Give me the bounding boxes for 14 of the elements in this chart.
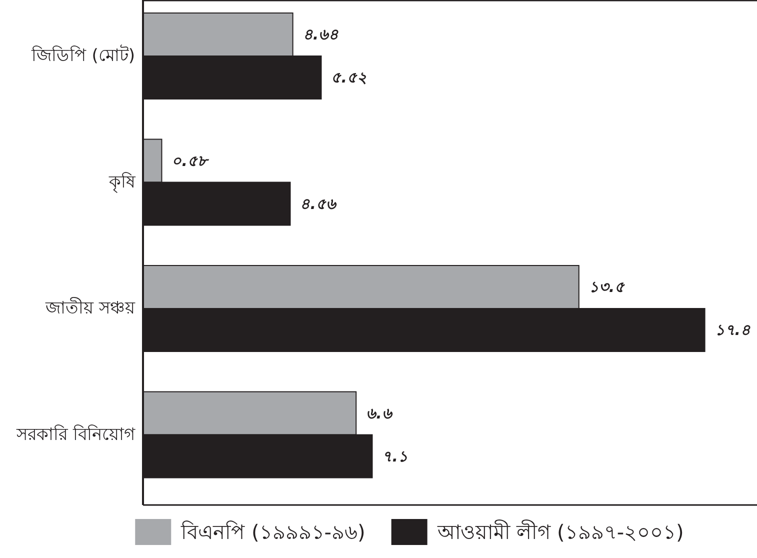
data-label: ৭.১: [382, 447, 408, 466]
data-label: ১৩.৫: [588, 278, 626, 296]
data-label: ০.৫৮: [172, 152, 210, 170]
data-label: ৪.৬৪: [302, 26, 339, 44]
y-tick-label: কৃষি: [108, 171, 136, 192]
data-label: ৬.৬: [366, 404, 393, 422]
data-label: ৫.৫২: [331, 68, 367, 86]
data-label: ৪.৫৬: [300, 194, 337, 213]
y-tick-label: সরকারি বিনিয়োগ: [16, 424, 136, 445]
data-label: ১৭.৪: [714, 321, 751, 339]
legend-label: আওয়ামী লীগ (১৯৯৭-২০০১): [436, 520, 684, 544]
y-tick-label: জাতীয় সঞ্চয়: [44, 298, 136, 318]
legend-label: বিএনপি (১৯৯৯১-৯৬): [180, 520, 366, 544]
y-tick-label: জিডিপি (মোট): [30, 45, 135, 66]
